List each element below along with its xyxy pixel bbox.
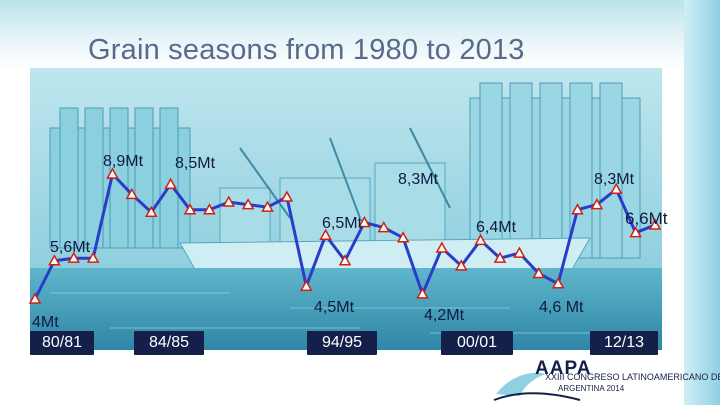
- data-point: [571, 203, 584, 215]
- data-point: [338, 254, 352, 266]
- slide-title: Grain seasons from 1980 to 2013: [88, 34, 525, 66]
- data-point: [493, 251, 507, 263]
- data-point: [648, 218, 662, 230]
- season-marker: 00/01: [441, 331, 513, 355]
- season-marker: 80/81: [30, 331, 94, 355]
- data-label: 8,3Mt: [398, 171, 439, 188]
- data-point: [416, 287, 429, 299]
- data-point: [609, 182, 623, 195]
- data-point: [513, 246, 526, 258]
- data-point: [319, 228, 332, 240]
- data-label: 4,2Mt: [424, 307, 465, 324]
- data-point: [280, 190, 294, 202]
- data-point: [164, 177, 177, 189]
- top-water-band: [0, 0, 720, 70]
- data-labels: 4Mt 5,6Mt 8,9Mt 8,5Mt 6,5Mt 4,5Mt 8,3Mt …: [32, 153, 668, 331]
- logo-line-1: XXIII CONGRESO LATINOAMERICANO DE PUERTO…: [545, 372, 720, 382]
- data-label: 6,6Mt: [625, 209, 668, 228]
- data-point: [86, 251, 100, 263]
- data-point: [299, 279, 313, 291]
- data-point: [396, 231, 410, 243]
- data-label: 4Mt: [32, 314, 59, 331]
- series-line: [33, 172, 656, 300]
- right-decor-strip: [684, 0, 720, 405]
- data-point: [474, 233, 487, 246]
- data-label: 4,6 Mt: [539, 299, 584, 316]
- data-point: [241, 198, 255, 210]
- data-label: 6,5Mt: [322, 215, 363, 232]
- data-point: [125, 187, 139, 200]
- season-marker: 84/85: [134, 331, 204, 355]
- data-label: 8,5Mt: [175, 155, 216, 172]
- logo-name: AAPA: [535, 358, 592, 379]
- data-point: [377, 221, 391, 233]
- data-markers: [28, 167, 662, 304]
- data-point: [435, 241, 449, 253]
- data-label: 8,9Mt: [103, 153, 144, 170]
- data-label: 8,3Mt: [594, 171, 635, 188]
- data-point: [532, 266, 546, 279]
- data-point: [454, 259, 468, 271]
- season-marker: 12/13: [590, 331, 658, 355]
- data-point: [222, 195, 236, 207]
- data-label: 5,6Mt: [50, 239, 91, 256]
- data-point: [48, 254, 61, 266]
- data-point: [629, 226, 642, 238]
- data-point: [203, 203, 216, 215]
- data-point: [67, 251, 81, 263]
- data-point: [551, 277, 565, 289]
- data-label: 4,5Mt: [314, 299, 355, 316]
- data-point: [183, 203, 197, 215]
- aapa-logo-icon: [493, 356, 610, 401]
- data-label: 6,4Mt: [476, 219, 517, 236]
- data-point: [261, 200, 274, 212]
- data-point: [144, 205, 158, 218]
- data-point: [28, 292, 42, 304]
- logo-line-2: ARGENTINA 2014: [558, 384, 625, 393]
- data-point: [358, 215, 371, 228]
- data-point: [590, 198, 604, 210]
- season-marker: 94/95: [307, 331, 377, 355]
- data-point: [106, 167, 119, 179]
